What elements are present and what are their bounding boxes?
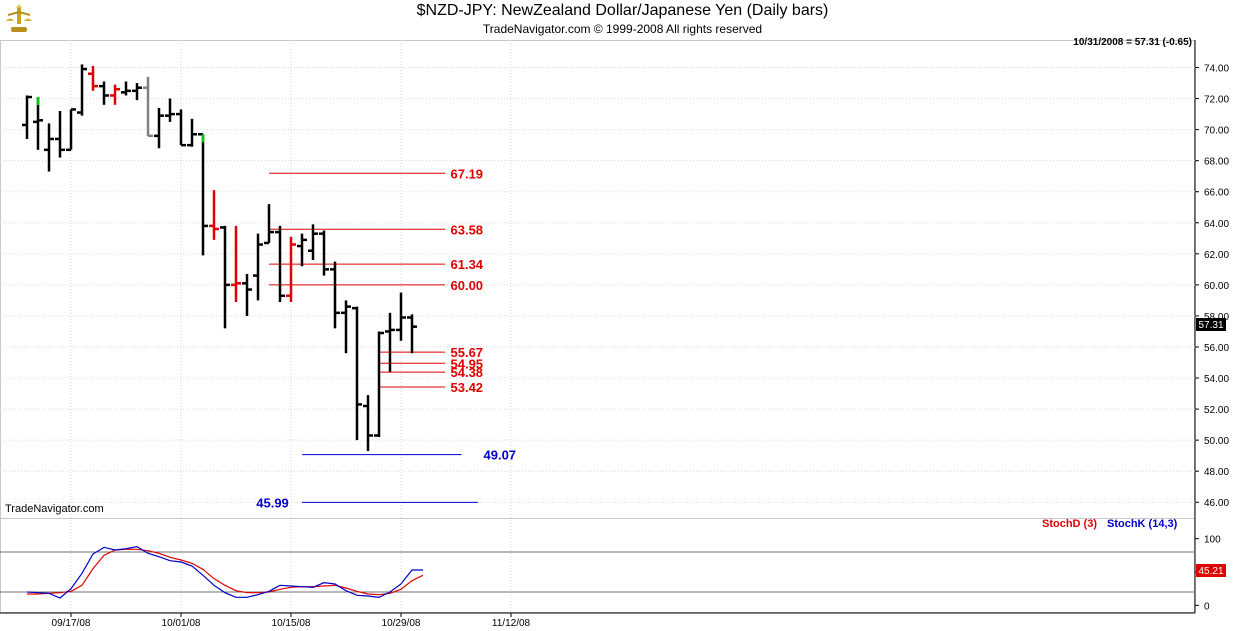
ohlc-bar xyxy=(132,83,142,101)
ohlc-bar xyxy=(209,190,219,240)
ohlc-bar xyxy=(286,236,296,302)
level-label: 67.19 xyxy=(451,166,484,181)
price-axis-label: 52.00 xyxy=(1204,405,1229,416)
price-axis-label: 56.00 xyxy=(1204,343,1229,354)
ohlc-bar xyxy=(330,261,340,329)
ohlc-bar xyxy=(308,224,318,261)
trade-navigator-logo-icon xyxy=(4,3,34,35)
level-label: 61.34 xyxy=(451,257,484,272)
price-axis-label: 58.00 xyxy=(1204,312,1229,323)
stoch-last-box xyxy=(1196,564,1226,577)
ohlc-bar xyxy=(264,204,274,245)
ohlc-bar xyxy=(66,108,76,152)
ohlc-bar xyxy=(187,118,197,147)
ohlc-bar xyxy=(143,76,153,138)
price-axis-label: 50.00 xyxy=(1204,436,1229,447)
price-panel-frame xyxy=(0,40,1195,519)
level-label: 54.38 xyxy=(451,365,484,380)
level-label: 63.58 xyxy=(451,222,484,237)
level-label: 55.67 xyxy=(451,345,484,360)
time-axis-label: 11/12/08 xyxy=(492,618,531,629)
ohlc-bar xyxy=(77,64,87,116)
ohlc-bar xyxy=(363,395,373,452)
stoch-panel-frame xyxy=(0,518,1195,613)
stoch-series-line xyxy=(27,548,424,596)
last-price-box xyxy=(1196,318,1226,331)
level-label: 53.42 xyxy=(451,380,484,395)
ohlc-bar xyxy=(297,233,307,267)
last-price-label: 57.31 xyxy=(1198,320,1223,331)
ohlc-bar xyxy=(242,274,252,316)
ohlc-bar xyxy=(99,81,109,105)
price-axis-label: 54.00 xyxy=(1204,374,1229,385)
ohlc-bar xyxy=(33,97,43,150)
ohlc-bar xyxy=(121,81,131,96)
chart-subtitle: TradeNavigator.com © 1999-2008 All right… xyxy=(482,22,763,36)
chart-header: $NZD-JPY: NewZealand Dollar/Japanese Yen… xyxy=(0,0,1245,40)
ohlc-bar xyxy=(374,331,384,438)
ohlc-bar xyxy=(253,233,263,301)
ohlc-bar xyxy=(352,306,362,441)
level-label: 54.95 xyxy=(451,356,484,371)
ohlc-bar xyxy=(55,110,65,158)
ohlc-bar xyxy=(22,95,32,139)
ohlc-bar xyxy=(165,98,175,122)
ohlc-bar xyxy=(385,312,395,372)
ohlc-bar xyxy=(154,107,164,149)
time-axis-label: 10/15/08 xyxy=(272,618,311,629)
price-axis-label: 60.00 xyxy=(1204,281,1229,292)
ohlc-bar xyxy=(341,300,351,354)
ohlc-bar xyxy=(319,230,329,276)
ohlc-bar xyxy=(176,109,186,147)
ohlc-bar xyxy=(88,65,98,91)
price-axis-label: 72.00 xyxy=(1204,95,1229,106)
stoch-axis-label: 100 xyxy=(1204,535,1221,546)
price-axis-label: 70.00 xyxy=(1204,126,1229,137)
chart-title: $NZD-JPY: NewZealand Dollar/Japanese Yen… xyxy=(416,2,829,19)
level-label: 45.99 xyxy=(256,495,289,510)
last-price-info: 10/31/2008 = 57.31 (-0.65) xyxy=(1073,37,1192,48)
ohlc-bar xyxy=(198,133,208,256)
ohlc-bar xyxy=(231,225,241,302)
stoch-last-label: 45.21 xyxy=(1198,566,1223,577)
ohlc-bar xyxy=(220,225,230,329)
ohlc-bar xyxy=(407,314,417,354)
level-label: 49.07 xyxy=(484,448,517,463)
price-axis-label: 66.00 xyxy=(1204,188,1229,199)
ohlc-bar xyxy=(275,225,285,302)
ohlc-bar xyxy=(44,123,54,172)
ohlc-bar xyxy=(396,292,406,341)
price-axis-label: 48.00 xyxy=(1204,467,1229,478)
time-axis-label: 10/29/08 xyxy=(382,618,421,629)
legend-stochk: StochK (14,3) xyxy=(1107,518,1178,530)
price-axis-label: 74.00 xyxy=(1204,64,1229,75)
price-axis-label: 46.00 xyxy=(1204,498,1229,509)
price-axis-label: 64.00 xyxy=(1204,219,1229,230)
price-axis-label: 62.00 xyxy=(1204,250,1229,261)
watermark-label: TradeNavigator.com xyxy=(5,503,104,515)
time-axis-label: 09/17/08 xyxy=(52,618,91,629)
legend-stochd: StochD (3) xyxy=(1042,518,1097,530)
level-label: 60.00 xyxy=(451,278,484,293)
stoch-series-line xyxy=(26,546,423,599)
stoch-axis-label: 0 xyxy=(1204,601,1210,612)
price-axis-label: 68.00 xyxy=(1204,157,1229,168)
time-axis-label: 10/01/08 xyxy=(162,618,201,629)
ohlc-bar xyxy=(110,84,120,105)
